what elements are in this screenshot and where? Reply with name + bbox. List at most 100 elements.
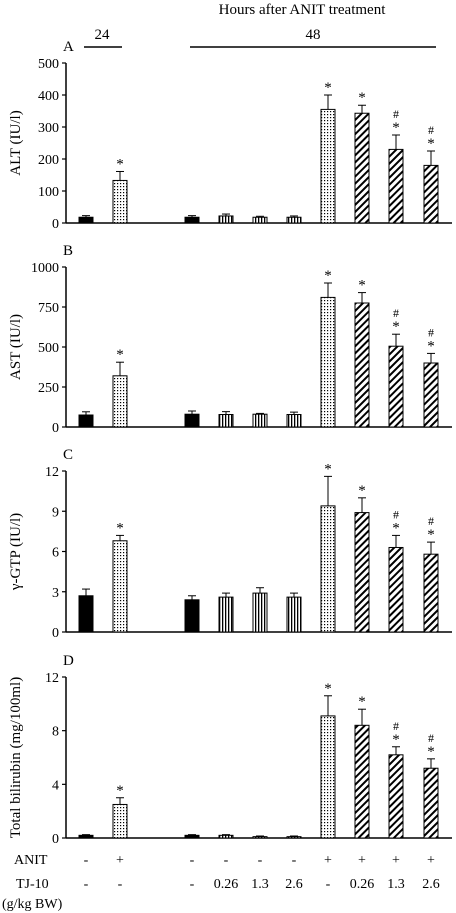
significance-star: *	[116, 783, 124, 799]
significance-hash: #	[428, 514, 434, 528]
significance-star: *	[116, 347, 124, 363]
significance-star: *	[427, 338, 435, 354]
significance-star: *	[427, 136, 435, 152]
bar	[388, 546, 404, 633]
bar	[286, 414, 302, 428]
significance-star: *	[324, 461, 332, 477]
tj-cell: 0.26	[350, 877, 375, 892]
y-tick-label: 4	[52, 778, 59, 793]
bar	[184, 834, 200, 839]
bar	[252, 592, 268, 633]
tj-cell: 2.6	[285, 877, 303, 892]
tj-cell: 1.3	[251, 877, 269, 892]
anit-cell: +	[427, 853, 435, 868]
y-axis-label: Total bilirubin (mg/100ml)	[8, 677, 24, 838]
y-tick-label: 750	[38, 301, 59, 316]
anit-cell: +	[324, 853, 332, 868]
bar	[112, 540, 128, 633]
anit-cell: -	[292, 853, 297, 868]
bar	[112, 803, 128, 839]
significance-hash: #	[428, 731, 434, 745]
significance-hash: #	[428, 325, 434, 339]
panel-letter: D	[63, 653, 74, 669]
tj-cell: 2.6	[422, 877, 440, 892]
dose-unit-label: (g/kg BW)	[2, 897, 63, 912]
bar	[252, 413, 268, 428]
significance-hash: #	[428, 123, 434, 137]
significance-star: *	[392, 120, 400, 136]
panel-letter: A	[63, 39, 74, 55]
panel-letter: B	[63, 243, 73, 259]
significance-star: *	[392, 732, 400, 748]
bar	[354, 112, 370, 224]
y-tick-label: 500	[38, 57, 59, 72]
y-tick-label: 0	[52, 217, 59, 232]
bar	[320, 296, 336, 428]
anit-cell: +	[116, 853, 124, 868]
y-tick-label: 12	[45, 465, 59, 480]
bar	[354, 302, 370, 428]
tj-cell: -	[84, 877, 89, 892]
anit-cell: -	[258, 853, 263, 868]
bar	[252, 216, 268, 224]
y-tick-label: 0	[52, 832, 59, 847]
significance-star: *	[358, 483, 366, 499]
y-tick-label: 1000	[31, 261, 59, 276]
y-axis-label: γ-GTP (IU/l)	[8, 513, 24, 591]
y-axis-label: AST (IU/l)	[8, 314, 24, 380]
significance-star: *	[324, 80, 332, 96]
bar	[78, 216, 94, 224]
y-tick-label: 100	[38, 185, 59, 200]
y-tick-label: 6	[52, 546, 59, 561]
bar	[286, 836, 302, 839]
significance-star: *	[392, 520, 400, 536]
tj-cell: -	[326, 877, 331, 892]
bar	[78, 834, 94, 839]
significance-hash: #	[393, 306, 399, 320]
tj-cell: 0.26	[214, 877, 239, 892]
bar	[354, 512, 370, 633]
anit-row-label: ANIT	[14, 853, 48, 868]
bar	[252, 836, 268, 839]
significance-star: *	[358, 694, 366, 710]
bar	[388, 345, 404, 428]
significance-star: *	[427, 744, 435, 760]
y-tick-label: 9	[52, 505, 59, 520]
bar	[423, 362, 439, 428]
significance-star: *	[358, 90, 366, 106]
bar	[218, 215, 234, 224]
y-tick-label: 300	[38, 121, 59, 136]
bar	[423, 553, 439, 633]
y-tick-label: 12	[45, 671, 59, 686]
y-tick-label: 400	[38, 89, 59, 104]
y-tick-label: 0	[52, 626, 59, 641]
anit-cell: -	[224, 853, 229, 868]
significance-star: *	[427, 527, 435, 543]
significance-star: *	[324, 681, 332, 697]
header-title: Hours after ANIT treatment	[219, 2, 387, 18]
y-tick-label: 0	[52, 421, 59, 436]
bar	[388, 148, 404, 224]
bar	[423, 767, 439, 839]
group-48-label: 48	[306, 27, 321, 43]
bar	[78, 414, 94, 428]
y-tick-label: 8	[52, 725, 59, 740]
bar	[184, 413, 200, 428]
significance-star: *	[116, 156, 124, 172]
bar	[112, 375, 128, 428]
significance-hash: #	[393, 507, 399, 521]
bar	[354, 724, 370, 839]
bar	[184, 599, 200, 633]
bar	[112, 179, 128, 224]
bar	[320, 505, 336, 633]
y-tick-label: 3	[52, 586, 59, 601]
y-tick-label: 200	[38, 153, 59, 168]
bar	[320, 715, 336, 839]
bar	[218, 834, 234, 839]
